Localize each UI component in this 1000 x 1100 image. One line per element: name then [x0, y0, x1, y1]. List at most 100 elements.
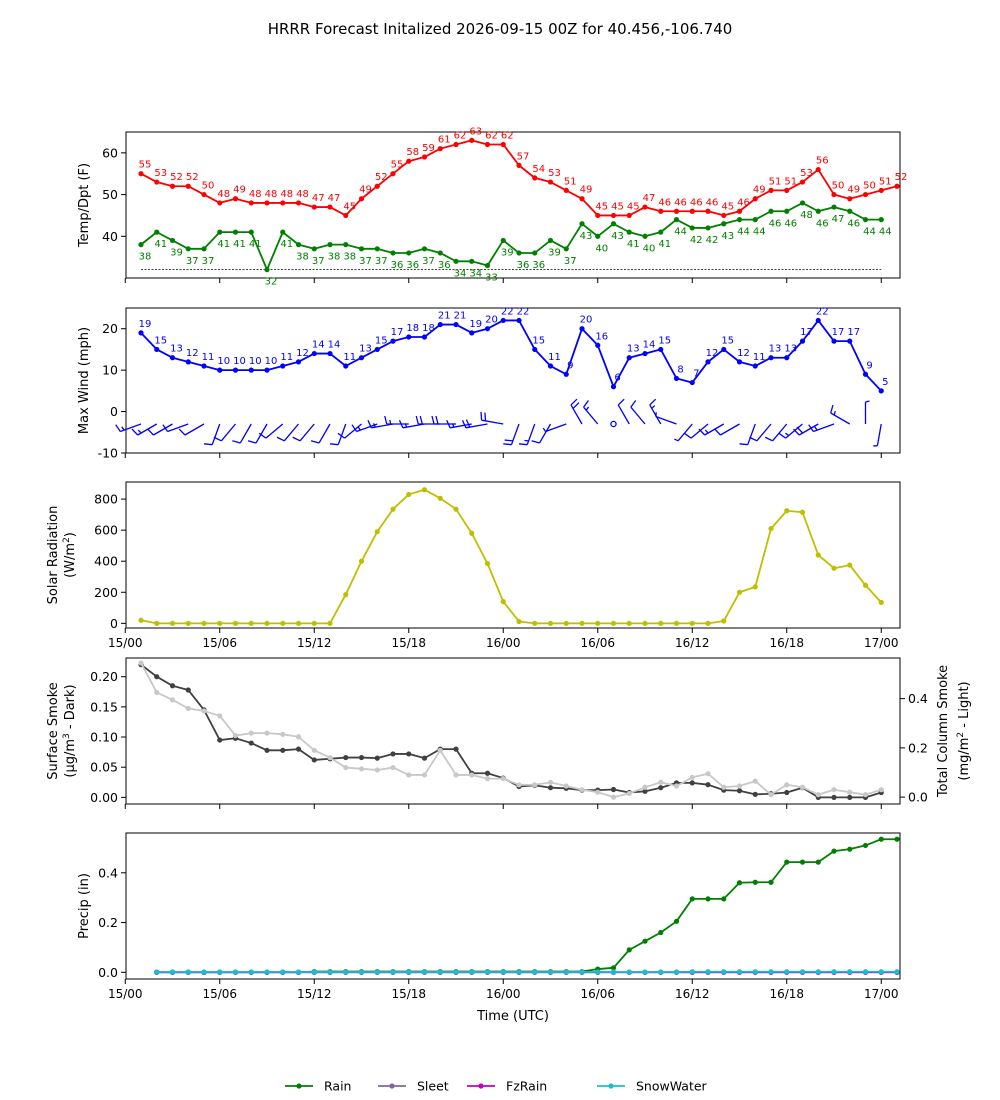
- data-label: 46: [847, 218, 860, 229]
- data-label: 36: [517, 260, 530, 271]
- data-point: [610, 794, 617, 800]
- data-point: [768, 969, 774, 975]
- data-point: [689, 208, 695, 214]
- data-point: [784, 969, 790, 975]
- y-tick-label: 800: [94, 492, 118, 507]
- data-point: [185, 183, 191, 189]
- data-label: 11: [548, 352, 561, 363]
- y-tick-label: 0: [110, 616, 118, 631]
- wind-barb-half-feather: [833, 410, 836, 416]
- data-label: 45: [611, 201, 624, 212]
- data-point: [232, 969, 239, 975]
- data-label: 48: [280, 189, 293, 200]
- data-point: [595, 233, 601, 239]
- wind-barb: [283, 423, 299, 442]
- x-tick-label: 15/06: [202, 636, 237, 650]
- data-point: [547, 179, 554, 185]
- data-label: 50: [832, 181, 845, 192]
- wind-barb-feather: [518, 443, 528, 446]
- data-point: [815, 552, 821, 558]
- wind-barb-feather: [435, 415, 439, 425]
- data-label: 15: [154, 335, 167, 346]
- data-point: [500, 598, 506, 605]
- data-point: [642, 204, 648, 210]
- data-point: [264, 367, 270, 373]
- data-point: [610, 212, 617, 219]
- data-point: [752, 584, 758, 590]
- data-label: 17: [391, 327, 404, 338]
- data-point: [721, 969, 727, 975]
- data-label: 46: [658, 197, 671, 208]
- series-line: [140, 488, 882, 625]
- wind-barb: [756, 423, 772, 442]
- data-point: [469, 258, 475, 264]
- data-label: 38: [296, 252, 309, 263]
- data-point: [217, 200, 223, 206]
- wind-barb-feather: [431, 415, 435, 425]
- wind-barb-feather: [503, 443, 512, 446]
- wind-barb: [720, 423, 740, 436]
- wind-barb-feather: [698, 428, 706, 436]
- data-point: [815, 859, 821, 865]
- y-tick-label: 200: [94, 585, 118, 600]
- data-point: [390, 338, 396, 344]
- data-point: [563, 620, 569, 626]
- wind-barb: [538, 423, 552, 444]
- data-label: 37: [359, 256, 372, 267]
- wind-barb-half-feather: [784, 432, 790, 437]
- data-label: 42: [690, 235, 703, 246]
- data-label: 49: [233, 185, 246, 196]
- data-point: [736, 359, 743, 365]
- data-point: [642, 788, 648, 794]
- data-point: [484, 776, 491, 782]
- data-point: [705, 225, 711, 231]
- data-point: [658, 208, 664, 214]
- data-label: 19: [469, 319, 482, 330]
- data-point: [358, 754, 365, 761]
- data-label: 59: [422, 143, 435, 154]
- data-label: 47: [312, 193, 325, 204]
- wind-barb-half-feather: [373, 423, 376, 428]
- data-point: [847, 196, 853, 202]
- wind-barb: [630, 406, 646, 425]
- data-point: [878, 187, 884, 193]
- data-label: 12: [186, 348, 199, 359]
- wind-barb-feather: [739, 443, 748, 446]
- data-label: 38: [328, 252, 341, 263]
- data-point: [705, 359, 711, 365]
- data-point: [847, 789, 853, 795]
- data-point: [374, 529, 380, 535]
- data-point: [484, 560, 491, 567]
- data-label: 18: [422, 323, 435, 334]
- data-point: [705, 771, 711, 777]
- data-label: 11: [343, 352, 356, 363]
- data-label: 21: [454, 311, 467, 322]
- data-point: [217, 713, 223, 719]
- data-point: [374, 346, 380, 353]
- series-precip-snowwater: [154, 969, 900, 975]
- data-point: [201, 708, 207, 714]
- data-label: 37: [375, 256, 388, 267]
- data-label: 51: [769, 176, 782, 187]
- wind-barb: [570, 404, 583, 425]
- legend-label: Sleet: [417, 1079, 449, 1094]
- wind-barb-feather: [337, 432, 346, 439]
- data-point: [595, 969, 601, 975]
- plot-frame: [125, 657, 901, 805]
- wind-barb-feather: [684, 432, 692, 439]
- data-label: 11: [202, 352, 215, 363]
- legend-item-fzrain: FzRain: [467, 1079, 547, 1094]
- wind-barb-feather: [617, 398, 625, 406]
- wind-barb-feather: [419, 415, 423, 425]
- data-label: 58: [406, 147, 419, 158]
- data-point: [847, 794, 853, 800]
- data-point: [563, 371, 569, 377]
- data-point: [532, 250, 538, 256]
- data-point: [232, 196, 239, 202]
- data-point: [532, 346, 538, 353]
- y-tick-label: -10: [98, 446, 118, 461]
- wind-barb: [265, 423, 284, 439]
- data-point: [406, 158, 412, 164]
